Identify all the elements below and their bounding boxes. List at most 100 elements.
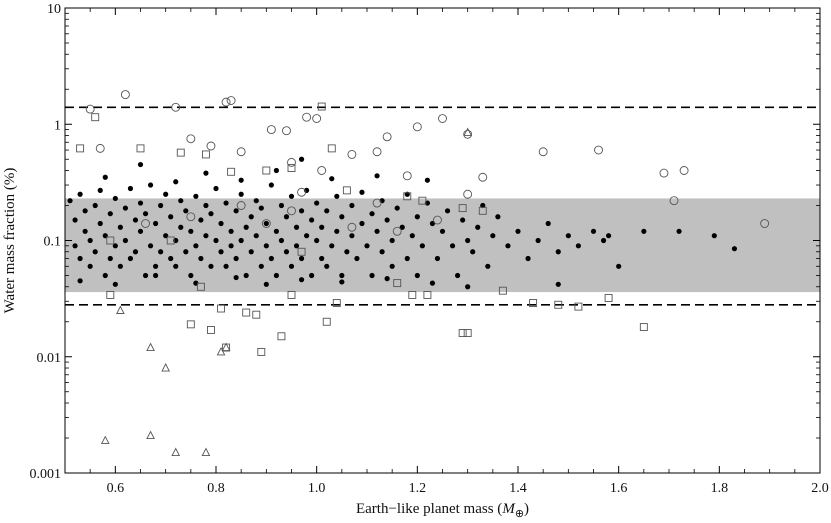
data-point-filled-circle xyxy=(193,193,199,199)
data-point-filled-circle xyxy=(329,176,335,182)
data-point-open-square xyxy=(498,286,507,295)
data-point-open-circle xyxy=(221,97,231,107)
data-point-filled-circle xyxy=(490,233,496,239)
data-point-open-circle xyxy=(659,168,669,178)
data-point-open-square xyxy=(604,294,613,302)
data-point-open-circle xyxy=(236,147,246,157)
data-point-filled-circle xyxy=(223,263,229,269)
data-point-filled-circle xyxy=(555,281,561,287)
data-point-open-circle xyxy=(463,129,473,139)
data-point-filled-circle xyxy=(324,263,330,269)
data-point-filled-circle xyxy=(449,243,456,249)
data-point-filled-circle xyxy=(188,272,194,279)
data-point-filled-circle xyxy=(107,211,113,217)
data-point-open-circle xyxy=(261,219,271,228)
axis-ticks-layer: 0.6 0.8 1.0 1.2 1.4 1.6 1.8 2.0 0.001 0.01 0.1 1 10 xyxy=(30,2,829,496)
data-point-filled-circle xyxy=(293,243,300,249)
data-point-filled-circle xyxy=(87,263,93,269)
data-point-filled-circle xyxy=(228,228,234,234)
data-point-open-square xyxy=(423,291,432,299)
x-tick-label: 1.2 xyxy=(409,481,427,496)
data-point-open-circle xyxy=(433,215,442,225)
shaded-band-layer xyxy=(65,198,820,293)
data-point-filled-circle xyxy=(132,249,139,255)
data-point-open-circle xyxy=(282,126,291,136)
data-point-open-circle xyxy=(312,114,322,123)
data-point-open-square xyxy=(106,291,115,299)
data-point-filled-circle xyxy=(676,228,682,234)
data-point-filled-circle xyxy=(616,263,622,269)
data-point-filled-circle xyxy=(228,243,234,249)
data-point-filled-circle xyxy=(97,187,103,193)
data-point-filled-circle xyxy=(153,272,159,279)
data-point-filled-circle xyxy=(404,255,410,262)
data-point-filled-circle xyxy=(354,255,360,262)
data-point-filled-circle xyxy=(82,208,88,214)
data-point-open-square xyxy=(186,320,195,329)
data-point-filled-circle xyxy=(444,208,451,214)
data-point-filled-circle xyxy=(208,263,214,269)
data-point-open-circle xyxy=(226,96,236,105)
data-point-filled-circle xyxy=(213,185,219,192)
data-point-open-circle xyxy=(760,219,770,228)
data-point-filled-circle xyxy=(248,214,254,220)
data-point-filled-circle xyxy=(137,161,144,168)
data-point-filled-circle xyxy=(349,233,355,239)
data-point-open-circle xyxy=(186,134,196,144)
data-point-filled-circle xyxy=(203,170,209,176)
data-point-filled-circle xyxy=(173,263,179,269)
data-point-filled-circle xyxy=(273,167,279,174)
data-point-open-square xyxy=(277,332,286,341)
x-tick-label: 1.0 xyxy=(308,481,326,496)
data-point-open-triangle xyxy=(171,447,181,456)
data-point-filled-circle xyxy=(97,220,103,227)
data-point-filled-circle xyxy=(439,228,446,234)
data-point-open-circle xyxy=(392,226,402,236)
data-point-open-circle xyxy=(347,222,357,232)
data-point-open-circle xyxy=(317,166,327,175)
data-point-filled-circle xyxy=(158,249,164,255)
data-point-filled-circle xyxy=(238,177,244,183)
data-point-filled-circle xyxy=(263,220,269,227)
data-point-filled-circle xyxy=(455,272,461,279)
data-point-filled-circle xyxy=(233,274,239,281)
data-point-open-circle xyxy=(120,90,130,100)
data-point-filled-circle xyxy=(344,249,350,255)
data-point-open-square xyxy=(574,302,583,311)
data-point-filled-circle xyxy=(465,284,471,290)
data-point-filled-circle xyxy=(470,249,476,255)
data-point-open-square xyxy=(136,144,145,153)
data-point-filled-circle xyxy=(203,233,209,239)
data-point-filled-circle xyxy=(334,228,340,234)
data-point-filled-circle xyxy=(515,228,521,234)
data-point-filled-circle xyxy=(334,193,340,199)
data-point-filled-circle xyxy=(198,255,204,262)
data-point-filled-circle xyxy=(600,237,607,244)
data-point-open-circle xyxy=(186,212,196,222)
data-point-filled-circle xyxy=(273,228,279,234)
data-point-filled-circle xyxy=(369,272,375,279)
data-point-filled-circle xyxy=(273,272,279,279)
data-point-filled-circle xyxy=(258,263,264,269)
data-point-filled-circle xyxy=(218,249,224,255)
data-point-open-circle xyxy=(85,104,95,114)
data-point-filled-circle xyxy=(460,217,466,223)
data-point-filled-circle xyxy=(283,214,290,220)
data-point-filled-circle xyxy=(288,263,295,269)
data-point-open-square xyxy=(227,167,236,176)
data-point-filled-circle xyxy=(147,243,154,249)
data-point-open-triangle xyxy=(146,430,155,439)
data-point-filled-circle xyxy=(525,255,531,262)
x-axis-label-close: ) xyxy=(524,501,529,517)
data-point-open-square xyxy=(217,304,225,313)
data-point-filled-circle xyxy=(384,276,390,282)
data-point-filled-circle xyxy=(198,217,204,223)
data-point-filled-circle xyxy=(92,202,98,209)
data-point-filled-circle xyxy=(339,279,345,285)
y-tick-label: 0.1 xyxy=(44,235,62,250)
data-point-filled-circle xyxy=(590,228,597,234)
data-point-open-square xyxy=(458,204,467,213)
data-point-filled-circle xyxy=(233,208,239,214)
data-point-filled-circle xyxy=(173,179,179,185)
data-point-filled-circle xyxy=(480,202,486,209)
